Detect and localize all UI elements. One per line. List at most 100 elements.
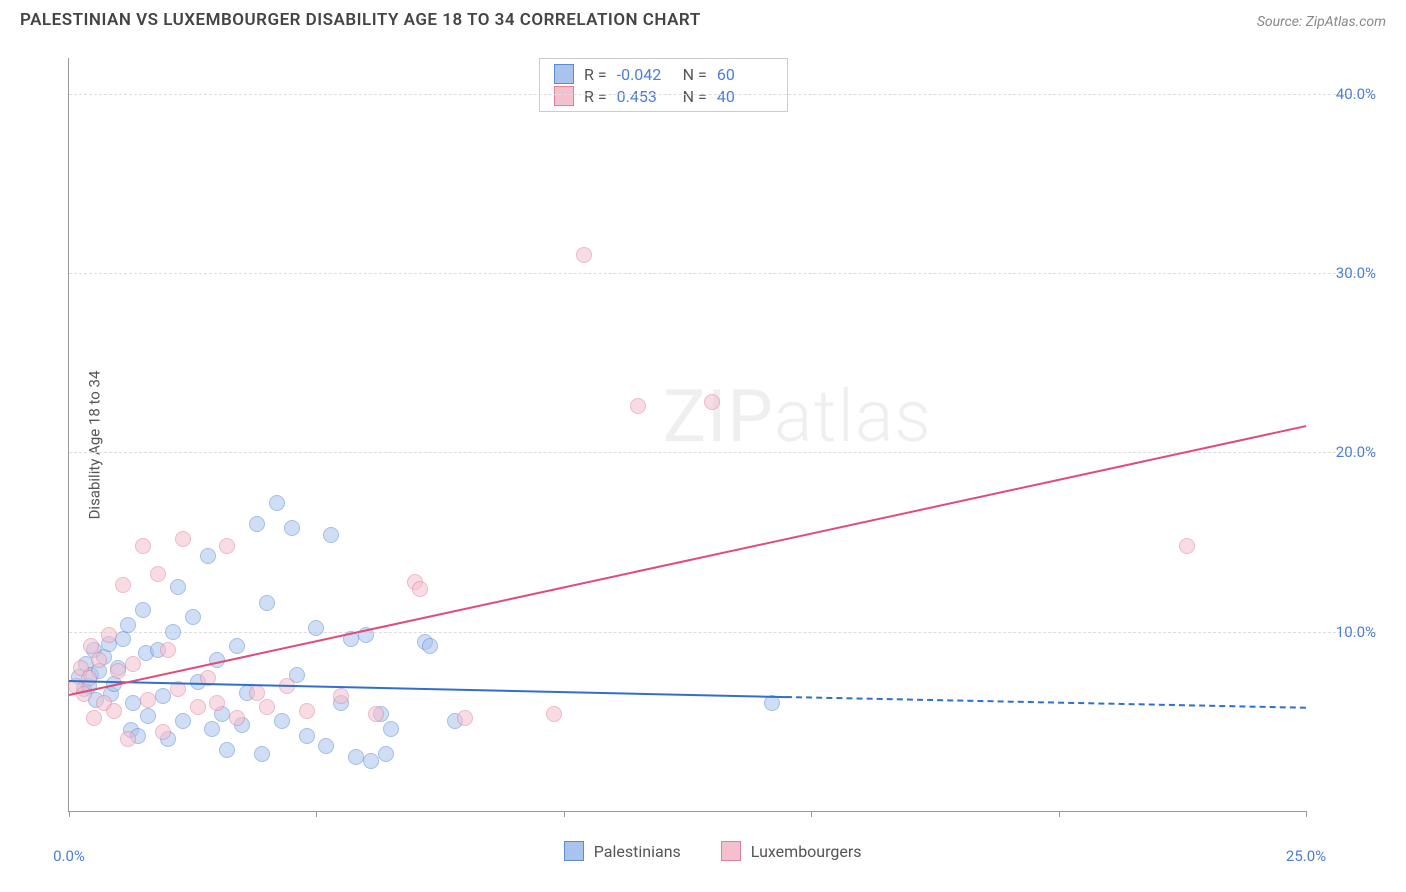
x-tick	[811, 811, 812, 817]
data-point	[383, 721, 399, 737]
data-point	[86, 710, 102, 726]
data-point	[115, 577, 131, 593]
data-point	[259, 595, 275, 611]
data-point	[249, 516, 265, 532]
n-value: 40	[717, 87, 773, 106]
data-point	[135, 602, 151, 618]
plot-region: ZIPatlas R = -0.042 N = 60 R = 0.453 N =…	[68, 58, 1306, 812]
data-point	[269, 495, 285, 511]
legend-label: Palestinians	[594, 842, 681, 861]
data-point	[457, 710, 473, 726]
data-point	[630, 398, 646, 414]
data-point	[412, 581, 428, 597]
data-point	[378, 746, 394, 762]
data-point	[323, 527, 339, 543]
data-point	[333, 688, 349, 704]
data-point	[363, 753, 379, 769]
data-point	[190, 699, 206, 715]
watermark-zip: ZIP	[663, 374, 774, 459]
data-point	[204, 721, 220, 737]
swatch-icon	[554, 86, 574, 106]
data-point	[209, 695, 225, 711]
swatch-icon	[554, 64, 574, 84]
data-point	[125, 656, 141, 672]
series-legend: Palestinians Luxembourgers	[564, 841, 862, 861]
n-label: N =	[683, 87, 707, 106]
r-value: -0.042	[617, 65, 673, 84]
x-tick-label: 25.0%	[1286, 847, 1326, 865]
regression-line	[69, 426, 1306, 697]
y-tick-label: 30.0%	[1336, 264, 1376, 282]
watermark: ZIPatlas	[663, 374, 932, 459]
data-point	[576, 247, 592, 263]
data-point	[150, 566, 166, 582]
data-point	[422, 638, 438, 654]
data-point	[546, 706, 562, 722]
data-point	[318, 738, 334, 754]
data-point	[110, 663, 126, 679]
x-tick	[69, 811, 70, 817]
data-point	[704, 394, 720, 410]
gridline	[69, 94, 1376, 95]
data-point	[140, 708, 156, 724]
data-point	[140, 692, 156, 708]
n-label: N =	[683, 65, 707, 84]
swatch-icon	[564, 841, 584, 861]
watermark-atlas: atlas	[774, 374, 932, 459]
data-point	[249, 685, 265, 701]
gridline	[69, 632, 1376, 633]
data-point	[135, 538, 151, 554]
data-point	[254, 746, 270, 762]
data-point	[175, 713, 191, 729]
legend-item: Palestinians	[564, 841, 681, 861]
legend-label: Luxembourgers	[751, 842, 862, 861]
stats-row: R = -0.042 N = 60	[554, 63, 773, 85]
source-label: Source:	[1257, 14, 1306, 30]
source: Source: ZipAtlas.com	[1257, 11, 1386, 30]
x-tick	[316, 811, 317, 817]
chart-title: PALESTINIAN VS LUXEMBOURGER DISABILITY A…	[20, 10, 701, 30]
data-point	[185, 609, 201, 625]
legend-item: Luxembourgers	[721, 841, 862, 861]
data-point	[299, 703, 315, 719]
data-point	[348, 749, 364, 765]
data-point	[155, 688, 171, 704]
data-point	[308, 620, 324, 636]
data-point	[219, 538, 235, 554]
data-point	[170, 579, 186, 595]
source-name: ZipAtlas.com	[1306, 14, 1386, 30]
data-point	[160, 642, 176, 658]
r-label: R =	[584, 65, 607, 84]
x-tick	[564, 811, 565, 817]
stats-row: R = 0.453 N = 40	[554, 85, 773, 107]
data-point	[81, 670, 97, 686]
data-point	[284, 520, 300, 536]
r-value: 0.453	[617, 87, 673, 106]
data-point	[229, 638, 245, 654]
data-point	[229, 710, 245, 726]
data-point	[91, 652, 107, 668]
data-point	[101, 627, 117, 643]
data-point	[175, 531, 191, 547]
x-tick	[1059, 811, 1060, 817]
chart-area: Disability Age 18 to 34 ZIPatlas R = -0.…	[50, 48, 1386, 842]
data-point	[219, 742, 235, 758]
data-point	[368, 706, 384, 722]
y-tick-label: 20.0%	[1336, 443, 1376, 461]
data-point	[259, 699, 275, 715]
x-tick-label: 0.0%	[53, 847, 85, 865]
gridline	[69, 273, 1376, 274]
y-tick-label: 40.0%	[1336, 85, 1376, 103]
data-point	[200, 548, 216, 564]
data-point	[165, 624, 181, 640]
data-point	[274, 713, 290, 729]
data-point	[106, 703, 122, 719]
x-tick	[1306, 811, 1307, 817]
data-point	[125, 695, 141, 711]
data-point	[120, 731, 136, 747]
regression-line	[786, 696, 1306, 709]
data-point	[299, 728, 315, 744]
data-point	[1179, 538, 1195, 554]
data-point	[115, 631, 131, 647]
swatch-icon	[721, 841, 741, 861]
